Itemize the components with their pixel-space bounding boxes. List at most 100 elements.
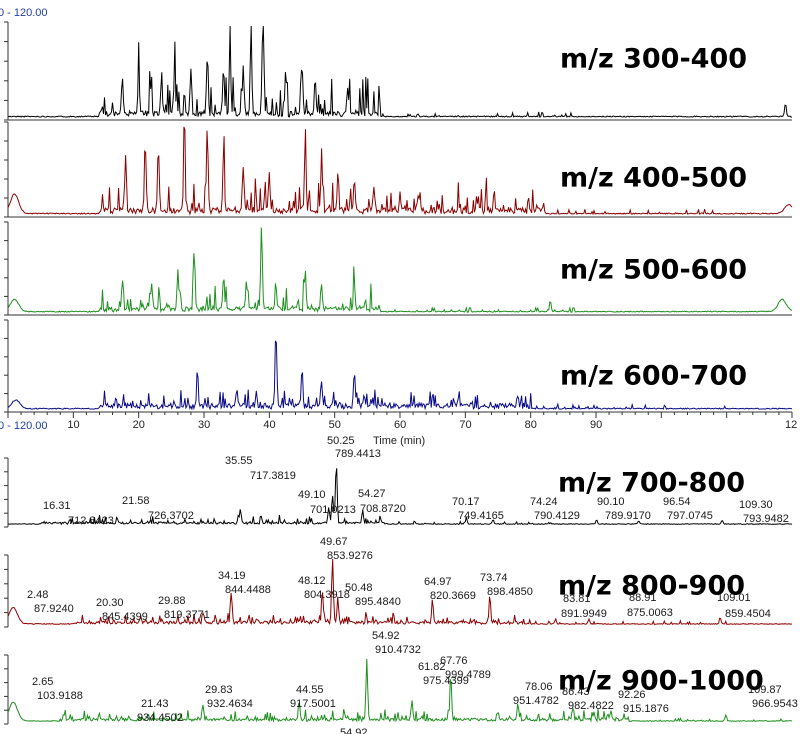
trace-line bbox=[8, 468, 793, 526]
x-tick-label: 10 bbox=[67, 419, 79, 431]
time-axis: 0 - 120.00 Time (min) 10 20 30 40 50 60 70 80 90… bbox=[0, 412, 797, 447]
x-tick-label: 70 bbox=[459, 419, 471, 431]
peak-rt-label: 74.24 bbox=[530, 496, 558, 508]
x-tick-label: 12 bbox=[785, 419, 797, 431]
trace-line bbox=[7, 558, 793, 626]
x-tick-label: 20 bbox=[133, 419, 145, 431]
peak-rt-label: 86.43 bbox=[562, 686, 590, 698]
peak-mz-label: 804.3918 bbox=[304, 589, 350, 601]
peak-mz-label: 797.0745 bbox=[667, 510, 713, 522]
peak-rt-label: 61.82 bbox=[418, 661, 446, 673]
peak-rt-label: 64.97 bbox=[424, 576, 452, 588]
peak-mz-label: 749.4165 bbox=[458, 510, 504, 522]
panel-5: m/z 700-800 16.31 712.8423 21.58 726.3702 35.… bbox=[4, 435, 793, 528]
x-tick-label: 50 bbox=[329, 419, 341, 431]
panel-label: m/z 300-400 bbox=[560, 44, 747, 75]
peak-rt-label: 73.74 bbox=[480, 572, 508, 584]
x-tick-label: 80 bbox=[525, 419, 537, 431]
peak-rt-label: 48.12 bbox=[298, 575, 326, 587]
range-label-top: 0 - 120.00 bbox=[0, 7, 48, 19]
trace-line bbox=[7, 25, 793, 118]
peak-rt-label: 54.27 bbox=[358, 488, 386, 500]
peak-mz-label: 895.4840 bbox=[355, 596, 401, 608]
peak-rt-label: 67.76 bbox=[440, 655, 468, 667]
peak-mz-label: 726.3702 bbox=[148, 510, 194, 522]
peak-rt-label: 35.55 bbox=[225, 455, 253, 467]
peak-rt-label: 90.10 bbox=[597, 496, 625, 508]
panel-label: m/z 500-600 bbox=[560, 255, 747, 286]
peak-mz-label: 910.4732 bbox=[375, 644, 421, 656]
peak-mz-label: 708.8720 bbox=[360, 503, 406, 515]
peak-mz-label: 103.9188 bbox=[37, 690, 83, 702]
peak-mz-label: 87.9240 bbox=[34, 603, 74, 615]
peak-mz-label: 793.9482 bbox=[743, 513, 789, 525]
peak-rt-label: 29.83 bbox=[205, 684, 233, 696]
peak-rt-label: 21.43 bbox=[141, 698, 169, 710]
peak-rt-label: 20.30 bbox=[96, 597, 124, 609]
x-tick-label: 60 bbox=[394, 419, 406, 431]
peak-rt-label: 34.19 bbox=[218, 570, 246, 582]
peak-rt-label: 88.91 bbox=[629, 592, 657, 604]
peak-rt-label: 109.30 bbox=[739, 499, 773, 511]
trace-line bbox=[7, 227, 793, 314]
peak-mz-label: 717.3819 bbox=[250, 470, 296, 482]
peak-mz-label: 934.4502 bbox=[137, 712, 183, 724]
peak-mz-label: 975.4399 bbox=[423, 675, 469, 687]
peak-mz-label: 915.1876 bbox=[623, 703, 669, 715]
peak-rt-label: 50.25 bbox=[327, 435, 355, 447]
x-tick-label: 90 bbox=[590, 419, 602, 431]
peak-mz-label: 875.0063 bbox=[627, 607, 673, 619]
peak-mz-label: 932.4634 bbox=[207, 698, 253, 710]
peak-mz-label: 951.4782 bbox=[513, 695, 559, 707]
peak-mz-label: 701.0213 bbox=[310, 504, 356, 516]
peak-rt-label: 54.92 bbox=[372, 630, 400, 642]
peak-rt-label: 96.54 bbox=[663, 496, 691, 508]
peak-mz-label: 789.9170 bbox=[605, 510, 651, 522]
panel-7: m/z 900-1000 2.65 103.9188 21.43 934.4502 29.… bbox=[4, 630, 798, 734]
peak-mz-label: 790.4129 bbox=[534, 510, 580, 522]
trace-line bbox=[7, 126, 793, 216]
peak-rt-label: 83.81 bbox=[563, 593, 591, 605]
peak-mz-label: 966.9543 bbox=[752, 698, 798, 710]
peak-mz-label: 853.9276 bbox=[327, 550, 373, 562]
peak-mz-label: 891.9949 bbox=[561, 608, 607, 620]
peak-rt-label: 78.06 bbox=[525, 681, 553, 693]
peak-rt-label: 21.58 bbox=[122, 495, 150, 507]
trace-line bbox=[7, 658, 792, 723]
peak-rt-label: 49.10 bbox=[298, 489, 326, 501]
panel-label: m/z 600-700 bbox=[560, 361, 747, 392]
panel-6: m/z 800-900 2.48 87.9240 20.30 845.4399 29.88… bbox=[4, 536, 793, 628]
peak-mz-label: 820.3669 bbox=[430, 590, 476, 602]
peak-rt-label: 92.26 bbox=[618, 689, 646, 701]
peak-mz-label: 819.3771 bbox=[164, 609, 210, 621]
trace-line bbox=[7, 340, 793, 411]
peak-rt-label-cut: 54.92 bbox=[340, 727, 368, 734]
peak-mz-label: 917.5001 bbox=[290, 698, 336, 710]
peak-rt-label: 2.65 bbox=[32, 676, 53, 688]
peak-rt-label: 29.88 bbox=[158, 595, 186, 607]
panel-label: m/z 900-1000 bbox=[558, 666, 764, 697]
panels: m/z 300-400 m/z 400-500 m/z 500-600 m/z 600… bbox=[4, 21, 798, 734]
peak-rt-label: 2.48 bbox=[27, 589, 48, 601]
peak-rt-label: 109.87 bbox=[748, 684, 782, 696]
peak-rt-label: 16.31 bbox=[43, 500, 71, 512]
peak-mz-label: 898.4850 bbox=[487, 586, 533, 598]
peak-rt-label: 70.17 bbox=[452, 496, 480, 508]
panel-label: m/z 400-500 bbox=[560, 163, 747, 194]
peak-rt-label: 109.01 bbox=[717, 592, 751, 604]
peak-mz-label: 844.4488 bbox=[225, 584, 271, 596]
peak-mz-label: 982.4822 bbox=[568, 700, 614, 712]
panel-label: m/z 700-800 bbox=[558, 468, 745, 499]
peak-mz-label: 789.4413 bbox=[335, 448, 381, 460]
x-axis-label: Time (min) bbox=[373, 435, 425, 447]
range-label-middle: 0 - 120.00 bbox=[0, 420, 48, 432]
peak-mz-label: 845.4399 bbox=[102, 611, 148, 623]
x-tick-label: 30 bbox=[198, 419, 210, 431]
panel-1: m/z 300-400 bbox=[4, 21, 793, 121]
peak-rt-label: 44.55 bbox=[296, 684, 324, 696]
panel-3: m/z 500-600 bbox=[4, 221, 793, 316]
panel-4: m/z 600-700 bbox=[4, 319, 793, 413]
peak-mz-label: 999.4789 bbox=[445, 669, 491, 681]
peak-mz-label: 712.8423 bbox=[68, 515, 114, 527]
